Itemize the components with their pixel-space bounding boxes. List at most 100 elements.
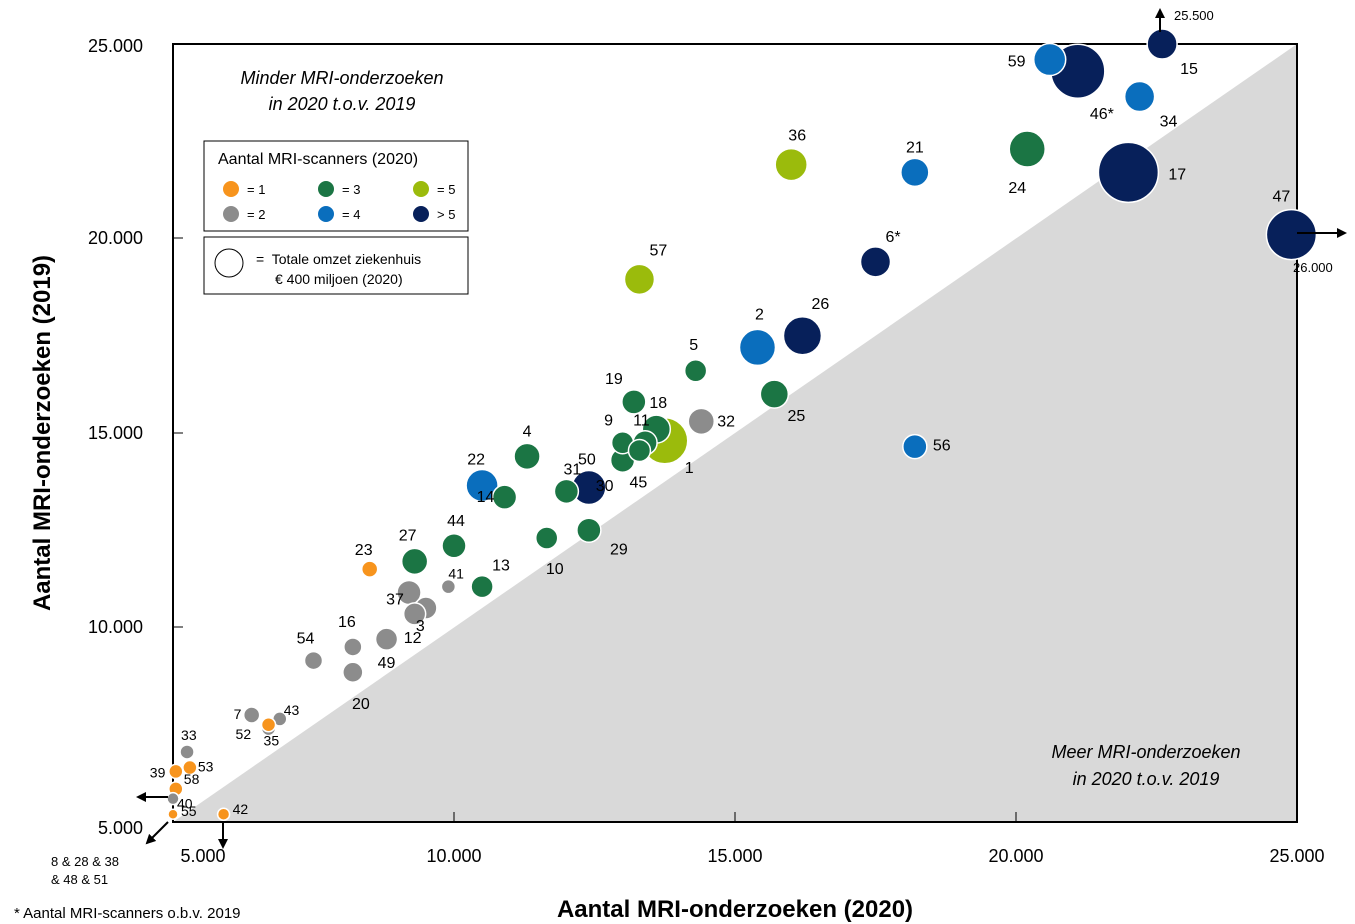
lower-region-line1: Meer MRI-onderzoeken: [1051, 742, 1240, 762]
data-point: [179, 744, 195, 760]
upper-region-label: Minder MRI-onderzoeken in 2020 t.o.v. 20…: [240, 68, 443, 114]
data-point: [859, 246, 892, 278]
data-point-label: 53: [198, 759, 214, 775]
data-point: [465, 468, 499, 503]
data-point: [242, 706, 261, 724]
data-point-label: 20: [352, 696, 370, 713]
legend-entries: = 1 = 2 = 3 = 4 = 5 > 5: [223, 181, 455, 222]
legend-label: = 2: [247, 207, 265, 222]
y-tick-labels: 5.000 10.000 15.000 20.000 25.000: [88, 36, 143, 838]
data-point: [623, 263, 656, 296]
data-point-label: 50: [578, 451, 596, 468]
data-point-label: 1: [685, 460, 694, 477]
data-point-label: 39: [150, 764, 166, 780]
data-point-label: 52: [236, 726, 252, 742]
data-point-label: 18: [649, 395, 667, 412]
legend-swatch: [318, 206, 334, 222]
lower-region-line2: in 2020 t.o.v. 2019: [1073, 769, 1220, 789]
data-point-label: 11: [633, 413, 650, 430]
overflow-label-right: 26.000: [1293, 260, 1333, 275]
footnote: * Aantal MRI-scanners o.b.v. 2019: [14, 905, 241, 922]
data-point: [216, 807, 231, 821]
data-point-label: 12: [404, 630, 422, 647]
upper-region-line1: Minder MRI-onderzoeken: [240, 68, 443, 88]
y-axis-title: Aantal MRI-onderzoeken (2019): [29, 255, 56, 611]
data-point-label: 16: [338, 614, 356, 631]
data-point-label: 17: [1168, 166, 1186, 183]
data-point-label: 33: [181, 727, 197, 743]
size-legend-box: [203, 236, 469, 295]
data-point: [900, 157, 930, 188]
data-point-label: 56: [933, 438, 951, 455]
legend-swatch: [318, 181, 334, 197]
size-legend-line2: € 400 miljoen (2020): [275, 271, 403, 287]
data-point-label: 44: [447, 513, 465, 530]
data-point: [168, 763, 184, 780]
y-tick-marks: [173, 237, 183, 628]
data-point: [400, 547, 429, 576]
data-point-label: 59: [1008, 54, 1026, 71]
overflow-label-bottom-left-2: & 48 & 51: [51, 872, 108, 887]
legend-swatch: [223, 206, 239, 222]
data-point: [738, 328, 777, 367]
data-point-label: 13: [492, 558, 510, 575]
data-point-label: 46*: [1090, 106, 1114, 123]
data-point: [576, 517, 602, 543]
data-point: [782, 316, 823, 356]
data-point: [441, 533, 467, 559]
data-point-label: 34: [1160, 114, 1178, 131]
data-point: [491, 484, 518, 510]
legend-label: = 1: [247, 182, 265, 197]
data-point-label: 4: [523, 423, 532, 440]
data-point-label: 32: [717, 413, 735, 430]
data-point-label: 23: [355, 542, 373, 559]
x-tick-label: 25.000: [1269, 846, 1324, 866]
data-point: [1146, 28, 1178, 60]
data-point-label: 19: [605, 371, 623, 388]
x-tick-marks: [453, 812, 1017, 822]
data-point: [1265, 208, 1318, 261]
data-point-label: 36: [788, 128, 806, 145]
y-tick-label: 25.000: [88, 36, 143, 56]
data-point: [343, 637, 363, 657]
data-point-label: 9: [604, 413, 613, 430]
arrow-down-left-55: [145, 821, 169, 845]
data-point: [360, 560, 379, 578]
overflow-label-top-right: 25.500: [1174, 8, 1214, 23]
lower-region-label: Meer MRI-onderzoeken in 2020 t.o.v. 2019: [1051, 742, 1240, 789]
data-point-label: 45: [629, 475, 647, 492]
data-point: [621, 389, 647, 415]
data-point: [1008, 130, 1046, 168]
data-point: [303, 650, 324, 671]
x-tick-label: 10.000: [426, 846, 481, 866]
data-point: [342, 661, 364, 683]
size-reference-circle: [214, 248, 244, 278]
data-point-label: 55: [181, 803, 197, 819]
data-point: [402, 602, 427, 626]
data-point-label: 42: [233, 801, 249, 817]
data-point-label: 27: [399, 527, 417, 544]
x-tick-label: 5.000: [180, 846, 225, 866]
data-point: [166, 791, 180, 806]
legend-label: = 4: [342, 207, 360, 222]
legend-label: = 3: [342, 182, 360, 197]
legend-swatch: [413, 181, 429, 197]
data-point: [1032, 42, 1067, 77]
data-point: [534, 526, 559, 550]
legend: Aantal MRI-scanners (2020) = 1 = 2 = 3 = 4 =…: [203, 140, 469, 295]
data-point-label: 7: [234, 706, 242, 722]
data-point: [1097, 141, 1160, 204]
data-point-label: 47: [1272, 189, 1290, 206]
data-point-label: 14: [477, 489, 495, 506]
data-point-label: 21: [906, 139, 924, 156]
data-point: [1123, 80, 1156, 113]
data-point-label: 3: [416, 618, 425, 635]
more-region-shade: [173, 44, 1297, 822]
legend-label: = 5: [437, 182, 455, 197]
data-point: [470, 574, 494, 599]
data-point-label: 58: [184, 771, 200, 787]
data-point-label: 15: [1180, 61, 1198, 78]
data-point-label: 57: [649, 242, 667, 259]
legend-title: Aantal MRI-scanners (2020): [218, 151, 418, 168]
data-point-label: 54: [297, 631, 315, 648]
